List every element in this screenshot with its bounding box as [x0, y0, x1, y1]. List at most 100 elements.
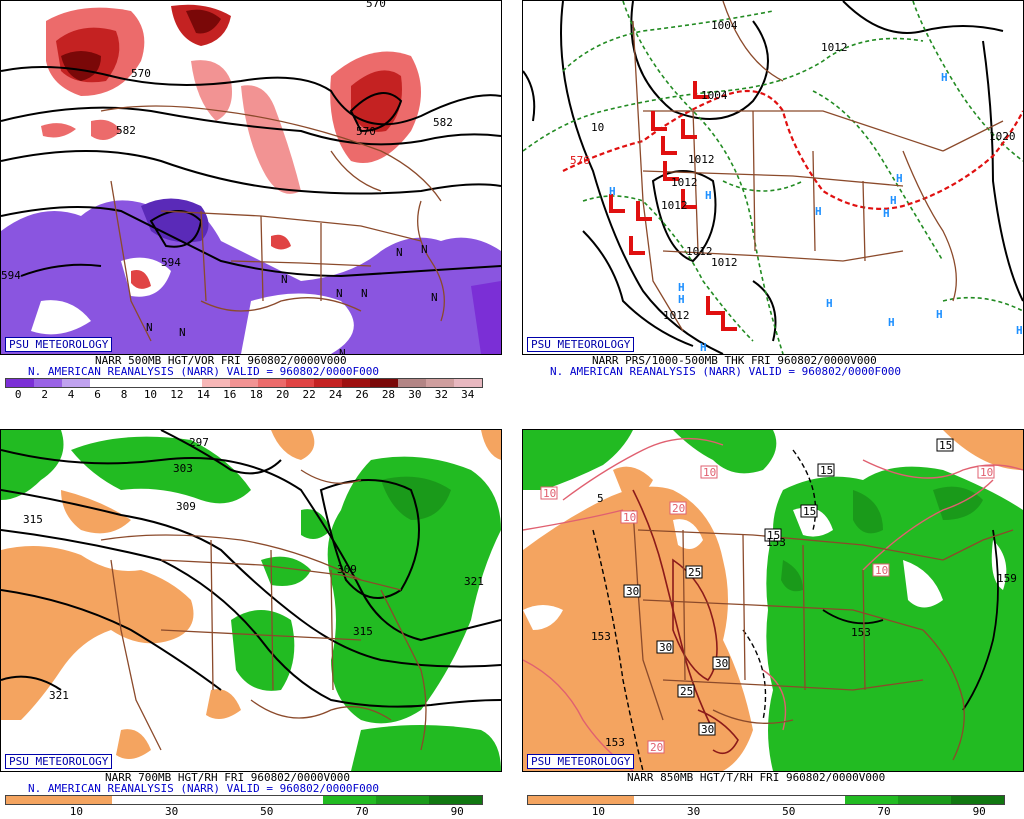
- svg-text:159: 159: [997, 572, 1017, 585]
- vorticity-colorbar-ticks: 0 2 4 6 8 10 12 14 16 18 20 22 24 26 28 30 32 34: [5, 388, 481, 401]
- svg-text:309: 309: [176, 500, 196, 513]
- svg-text:H: H: [826, 297, 833, 310]
- svg-text:1012: 1012: [671, 176, 698, 189]
- panel-700mb-rh: 297 303 309 315 321 309 315 321 PSU METE…: [0, 429, 502, 819]
- colorbar-swatch: [528, 796, 581, 804]
- svg-text:303: 303: [173, 462, 193, 475]
- svg-text:H: H: [888, 316, 895, 329]
- colorbar-swatch: [898, 796, 952, 804]
- colorbar-swatch: [90, 379, 118, 387]
- colorbar-tick-label: 34: [461, 388, 475, 401]
- colorbar-tick-label: 10: [591, 805, 606, 818]
- panel-850mb-temp: 15 15 15 15 10 10 10 10 10 20 20 25 25 3…: [522, 429, 1024, 819]
- colorbar-swatch: [739, 796, 793, 804]
- colorbar-swatch: [118, 379, 146, 387]
- colorbar-swatch: [258, 379, 286, 387]
- colorbar-swatch: [370, 379, 398, 387]
- svg-text:10: 10: [703, 466, 716, 479]
- colorbar-swatch: [376, 796, 430, 804]
- svg-text:H: H: [941, 71, 948, 84]
- svg-text:1012: 1012: [821, 41, 848, 54]
- svg-text:15: 15: [939, 439, 952, 452]
- svg-text:15: 15: [767, 529, 780, 542]
- colorbar-swatch: [398, 379, 426, 387]
- psu-meteorology-badge: PSU METEOROLOGY: [5, 754, 113, 769]
- svg-text:H: H: [896, 172, 903, 185]
- svg-text:N: N: [146, 321, 153, 334]
- colorbar-tick-label: 26: [355, 388, 369, 401]
- svg-text:30: 30: [715, 657, 728, 670]
- svg-text:H: H: [678, 293, 685, 306]
- colorbar-tick-label: 30: [164, 805, 179, 818]
- colorbar-tick-label: 30: [686, 805, 701, 818]
- svg-text:20: 20: [650, 741, 663, 754]
- colorbar-tick-label: 20: [276, 388, 290, 401]
- colorbar-tick-label: 0: [14, 388, 22, 401]
- svg-text:15: 15: [803, 505, 816, 518]
- map-graphic: 570 582 570 582 594 594 570 N N N N N N …: [1, 1, 501, 354]
- svg-text:1012: 1012: [711, 256, 738, 269]
- svg-text:321: 321: [49, 689, 69, 702]
- colorbar-tick-label: 14: [196, 388, 210, 401]
- svg-text:570: 570: [131, 67, 151, 80]
- svg-text:N: N: [336, 287, 343, 300]
- svg-text:H: H: [700, 341, 707, 354]
- map-graphic: 15 15 15 15 10 10 10 10 10 20 20 25 25 3…: [523, 430, 1023, 771]
- svg-text:582: 582: [433, 116, 453, 129]
- svg-text:N: N: [361, 287, 368, 300]
- svg-text:1004: 1004: [711, 19, 738, 32]
- colorbar-tick-label: 28: [381, 388, 396, 401]
- svg-text:N: N: [421, 243, 428, 256]
- svg-text:H: H: [705, 189, 712, 202]
- colorbar-tick-label: 2: [41, 388, 48, 401]
- svg-text:H: H: [890, 194, 897, 207]
- colorbar-swatch: [426, 379, 454, 387]
- svg-text:1012: 1012: [686, 245, 713, 258]
- panel-valid-line: N. AMERICAN REANALYSIS (NARR) VALID = 96…: [28, 365, 379, 378]
- svg-text:321: 321: [464, 575, 484, 588]
- svg-text:10: 10: [875, 564, 888, 577]
- svg-text:153: 153: [591, 630, 611, 643]
- svg-text:570: 570: [366, 1, 386, 10]
- svg-text:15: 15: [820, 464, 833, 477]
- panel-500mb-vorticity: 570 582 570 582 594 594 570 N N N N N N …: [0, 0, 502, 401]
- panel-pressure-thickness: H H H H H H H H H H H H H H 1004 1004 10…: [522, 0, 1024, 400]
- svg-text:25: 25: [680, 685, 693, 698]
- svg-text:H: H: [936, 308, 943, 321]
- panel-title: NARR 700MB HGT/RH FRI 960802/0000V000: [105, 771, 351, 784]
- colorbar-swatch: [58, 796, 112, 804]
- svg-text:309: 309: [337, 563, 357, 576]
- colorbar-tick-label: 24: [328, 388, 343, 401]
- svg-text:H: H: [1016, 324, 1023, 337]
- svg-text:10: 10: [543, 487, 556, 500]
- svg-text:315: 315: [23, 513, 43, 526]
- rh-colorbar-ticks: 10 30 50 70 90: [527, 805, 1003, 818]
- colorbar-swatch: [230, 379, 258, 387]
- colorbar-swatch: [270, 796, 324, 804]
- svg-text:594: 594: [1, 269, 21, 282]
- colorbar-swatch: [146, 379, 174, 387]
- svg-text:N: N: [339, 347, 346, 354]
- svg-text:1004: 1004: [701, 89, 728, 102]
- svg-text:153: 153: [766, 536, 786, 549]
- svg-text:10: 10: [980, 466, 993, 479]
- svg-text:315: 315: [353, 625, 373, 638]
- svg-text:570: 570: [356, 125, 376, 138]
- svg-text:H: H: [609, 185, 616, 198]
- map-graphic: 297 303 309 315 321 309 315 321: [1, 430, 501, 771]
- colorbar-swatch: [314, 379, 342, 387]
- colorbar-tick-label: 4: [67, 388, 75, 401]
- map-graphic: H H H H H H H H H H H H H H 1004 1004 10…: [523, 1, 1023, 354]
- svg-text:H: H: [678, 281, 685, 294]
- svg-text:N: N: [431, 291, 438, 304]
- svg-text:H: H: [883, 207, 890, 220]
- map-700mb-rh: 297 303 309 315 321 309 315 321 PSU METE…: [0, 429, 502, 772]
- panel-title: NARR 500MB HGT/VOR FRI 960802/0000V000: [95, 354, 347, 367]
- map-pressure-thickness: H H H H H H H H H H H H H H 1004 1004 10…: [522, 0, 1024, 355]
- svg-text:30: 30: [659, 641, 672, 654]
- colorbar-swatch: [845, 796, 899, 804]
- colorbar-swatch: [62, 379, 90, 387]
- colorbar-tick-label: 10: [143, 388, 158, 401]
- panel-valid-line: N. AMERICAN REANALYSIS (NARR) VALID = 96…: [550, 365, 901, 378]
- colorbar-tick-label: 30: [408, 388, 422, 401]
